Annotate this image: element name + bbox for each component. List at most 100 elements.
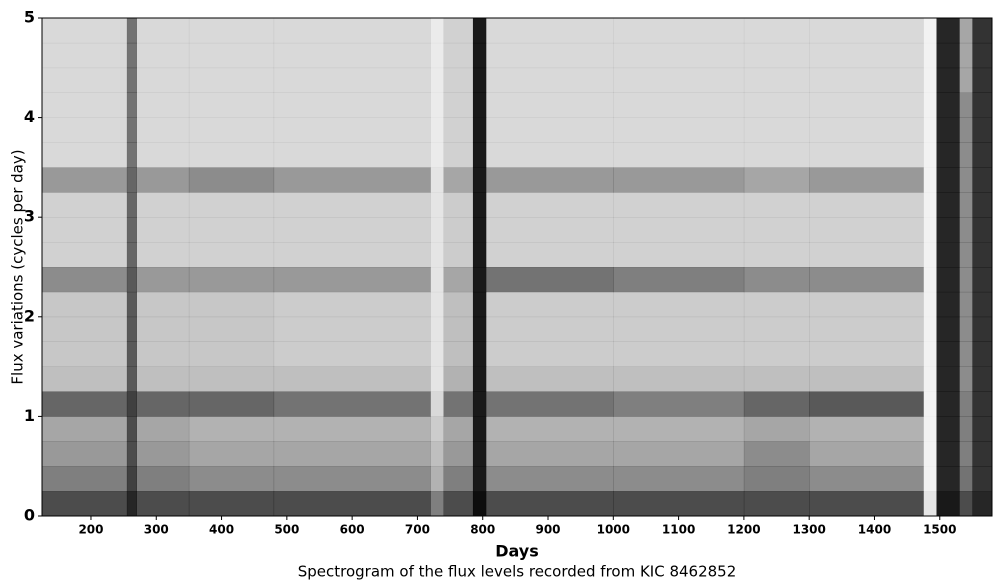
cell bbox=[188, 416, 275, 442]
cell bbox=[430, 167, 444, 193]
cell bbox=[923, 67, 937, 93]
cell bbox=[613, 316, 745, 342]
cell bbox=[273, 291, 431, 318]
cell bbox=[743, 366, 810, 392]
cell bbox=[923, 267, 937, 293]
cell bbox=[443, 466, 474, 492]
cell bbox=[430, 291, 444, 318]
cell bbox=[485, 242, 614, 268]
cell bbox=[273, 67, 431, 93]
cell bbox=[959, 42, 973, 69]
cell bbox=[430, 42, 444, 69]
x-tick-label: 1300 bbox=[792, 523, 825, 537]
cell bbox=[972, 366, 993, 392]
cell bbox=[273, 117, 431, 143]
cell bbox=[430, 18, 444, 44]
cell bbox=[188, 192, 275, 218]
cell bbox=[972, 491, 993, 517]
cell bbox=[972, 267, 993, 293]
cell bbox=[42, 42, 128, 69]
cell bbox=[472, 466, 487, 492]
cell bbox=[485, 416, 614, 442]
cell bbox=[809, 192, 924, 218]
cell bbox=[959, 416, 973, 442]
cell bbox=[443, 491, 474, 517]
chart-title: Spectrogram of the flux levels recorded … bbox=[298, 563, 737, 581]
cell bbox=[923, 18, 937, 44]
cell bbox=[936, 391, 960, 417]
cell bbox=[273, 142, 431, 168]
cell bbox=[126, 192, 137, 218]
cell bbox=[485, 117, 614, 143]
cell bbox=[809, 316, 924, 342]
cell bbox=[923, 316, 937, 342]
cell bbox=[188, 242, 275, 268]
cell bbox=[126, 42, 137, 69]
cell bbox=[923, 192, 937, 218]
cell bbox=[126, 366, 137, 392]
cell bbox=[972, 217, 993, 243]
x-tick-label: 800 bbox=[470, 523, 495, 537]
cell bbox=[273, 466, 431, 492]
cell bbox=[809, 491, 924, 517]
cell bbox=[972, 291, 993, 318]
cell bbox=[923, 291, 937, 318]
cell bbox=[136, 192, 190, 218]
cell bbox=[743, 416, 810, 442]
cell bbox=[42, 491, 128, 517]
cell bbox=[972, 242, 993, 268]
plot-frame bbox=[41, 17, 993, 517]
cell bbox=[472, 441, 487, 467]
cell bbox=[273, 491, 431, 517]
y-tick-label: 2 bbox=[24, 306, 35, 325]
y-tick-label: 5 bbox=[24, 8, 35, 27]
cell bbox=[485, 217, 614, 243]
cell bbox=[443, 341, 474, 367]
cell bbox=[613, 242, 745, 268]
cell bbox=[443, 167, 474, 193]
cell bbox=[126, 117, 137, 143]
cell bbox=[936, 316, 960, 342]
cell bbox=[936, 217, 960, 243]
cell bbox=[126, 416, 137, 442]
cell bbox=[485, 192, 614, 218]
cell bbox=[485, 491, 614, 517]
cell bbox=[443, 42, 474, 69]
cell bbox=[485, 67, 614, 93]
cell bbox=[136, 92, 190, 118]
cell bbox=[42, 142, 128, 168]
cell bbox=[443, 117, 474, 143]
cell bbox=[126, 291, 137, 318]
cell bbox=[188, 42, 275, 69]
cell bbox=[273, 217, 431, 243]
cell bbox=[443, 416, 474, 442]
cell bbox=[743, 491, 810, 517]
cell bbox=[485, 142, 614, 168]
cell bbox=[923, 341, 937, 367]
cell bbox=[273, 416, 431, 442]
cell bbox=[443, 441, 474, 467]
cell bbox=[959, 366, 973, 392]
x-tick-label: 1200 bbox=[727, 523, 760, 537]
cell bbox=[809, 341, 924, 367]
cell bbox=[188, 117, 275, 143]
cell bbox=[743, 117, 810, 143]
cell bbox=[430, 391, 444, 417]
cell bbox=[188, 67, 275, 93]
cell bbox=[443, 67, 474, 93]
x-axis-label: Days bbox=[495, 542, 539, 561]
cell bbox=[136, 416, 190, 442]
cell bbox=[273, 192, 431, 218]
cell bbox=[613, 142, 745, 168]
cell bbox=[472, 142, 487, 168]
cell bbox=[959, 267, 973, 293]
cell bbox=[472, 267, 487, 293]
cell bbox=[743, 391, 810, 417]
cell bbox=[959, 18, 973, 44]
cell bbox=[273, 341, 431, 367]
cell bbox=[613, 67, 745, 93]
cell bbox=[42, 341, 128, 367]
cell bbox=[743, 167, 810, 193]
cell bbox=[188, 267, 275, 293]
cell bbox=[136, 242, 190, 268]
